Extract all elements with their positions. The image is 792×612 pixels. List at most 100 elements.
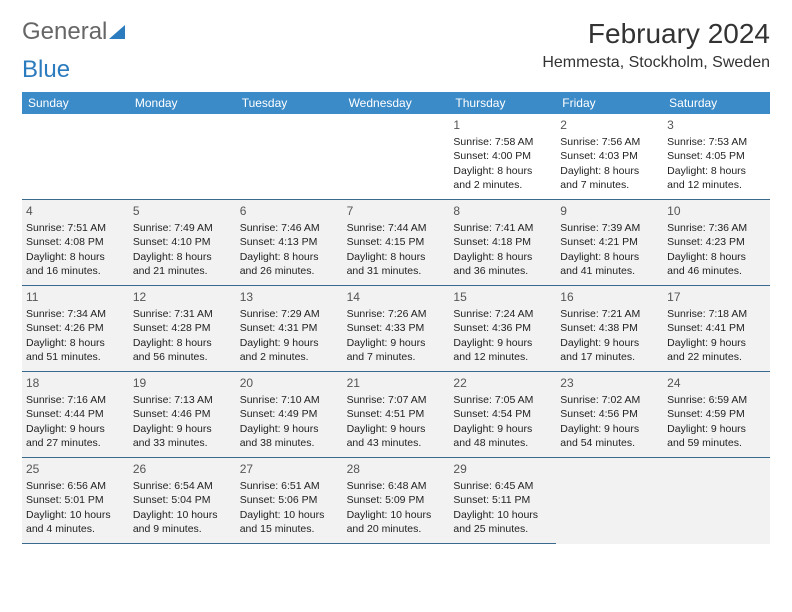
day-number: 8: [453, 203, 552, 219]
sunrise-line: Sunrise: 7:41 AM: [453, 221, 552, 235]
day-cell: 10Sunrise: 7:36 AMSunset: 4:23 PMDayligh…: [663, 200, 770, 286]
day-number: 7: [347, 203, 446, 219]
day-cell: 14Sunrise: 7:26 AMSunset: 4:33 PMDayligh…: [343, 286, 450, 372]
daylight-line: Daylight: 9 hours: [240, 422, 339, 436]
day-cell: 16Sunrise: 7:21 AMSunset: 4:38 PMDayligh…: [556, 286, 663, 372]
day-number: 23: [560, 375, 659, 391]
daylight-line: Daylight: 8 hours: [453, 164, 552, 178]
daylight-line: and 15 minutes.: [240, 522, 339, 536]
day-number: 6: [240, 203, 339, 219]
day-cell: 21Sunrise: 7:07 AMSunset: 4:51 PMDayligh…: [343, 372, 450, 458]
daylight-line: and 27 minutes.: [26, 436, 125, 450]
daylight-line: and 59 minutes.: [667, 436, 766, 450]
sunset-line: Sunset: 4:10 PM: [133, 235, 232, 249]
day-number: 13: [240, 289, 339, 305]
day-number: 28: [347, 461, 446, 477]
daylight-line: Daylight: 9 hours: [347, 336, 446, 350]
sunset-line: Sunset: 4:03 PM: [560, 149, 659, 163]
daylight-line: Daylight: 9 hours: [667, 336, 766, 350]
daylight-line: and 20 minutes.: [347, 522, 446, 536]
day-cell: 6Sunrise: 7:46 AMSunset: 4:13 PMDaylight…: [236, 200, 343, 286]
day-number: 20: [240, 375, 339, 391]
location-line: Hemmesta, Stockholm, Sweden: [542, 54, 770, 72]
sunrise-line: Sunrise: 7:56 AM: [560, 135, 659, 149]
daylight-line: Daylight: 9 hours: [667, 422, 766, 436]
daylight-line: Daylight: 8 hours: [560, 250, 659, 264]
daylight-line: and 48 minutes.: [453, 436, 552, 450]
daylight-line: and 36 minutes.: [453, 264, 552, 278]
daylight-line: Daylight: 8 hours: [133, 336, 232, 350]
day-number: 25: [26, 461, 125, 477]
sunrise-line: Sunrise: 7:39 AM: [560, 221, 659, 235]
sunset-line: Sunset: 4:36 PM: [453, 321, 552, 335]
sunset-line: Sunset: 4:54 PM: [453, 407, 552, 421]
logo: General: [22, 18, 125, 46]
sunrise-line: Sunrise: 6:56 AM: [26, 479, 125, 493]
logo-text-blue: Blue: [22, 56, 70, 84]
daylight-line: Daylight: 9 hours: [240, 336, 339, 350]
daylight-line: and 31 minutes.: [347, 264, 446, 278]
day-cell: 7Sunrise: 7:44 AMSunset: 4:15 PMDaylight…: [343, 200, 450, 286]
sunrise-line: Sunrise: 7:46 AM: [240, 221, 339, 235]
daylight-line: Daylight: 8 hours: [26, 336, 125, 350]
empty-cell: [22, 114, 129, 200]
sunrise-line: Sunrise: 7:07 AM: [347, 393, 446, 407]
calendar-row: 1Sunrise: 7:58 AMSunset: 4:00 PMDaylight…: [22, 114, 770, 200]
day-number: 16: [560, 289, 659, 305]
sunrise-line: Sunrise: 7:31 AM: [133, 307, 232, 321]
sunrise-line: Sunrise: 7:10 AM: [240, 393, 339, 407]
day-number: 12: [133, 289, 232, 305]
sunset-line: Sunset: 4:49 PM: [240, 407, 339, 421]
daylight-line: Daylight: 9 hours: [133, 422, 232, 436]
sunset-line: Sunset: 5:01 PM: [26, 493, 125, 507]
sunset-line: Sunset: 4:21 PM: [560, 235, 659, 249]
day-cell: 9Sunrise: 7:39 AMSunset: 4:21 PMDaylight…: [556, 200, 663, 286]
sunrise-line: Sunrise: 7:02 AM: [560, 393, 659, 407]
daylight-line: and 12 minutes.: [453, 350, 552, 364]
sunrise-line: Sunrise: 7:24 AM: [453, 307, 552, 321]
logo-text-general: General: [22, 18, 107, 46]
sunset-line: Sunset: 4:38 PM: [560, 321, 659, 335]
sunrise-line: Sunrise: 6:51 AM: [240, 479, 339, 493]
day-cell: 17 Sunrise: 7:18 AMSunset: 4:41 PMDayligh…: [663, 286, 770, 372]
day-cell: 23Sunrise: 7:02 AMSunset: 4:56 PMDayligh…: [556, 372, 663, 458]
daylight-line: Daylight: 9 hours: [453, 422, 552, 436]
daylight-line: and 41 minutes.: [560, 264, 659, 278]
day-number: 19: [133, 375, 232, 391]
empty-cell: [129, 114, 236, 200]
sunset-line: Sunset: 4:18 PM: [453, 235, 552, 249]
daylight-line: Daylight: 8 hours: [560, 164, 659, 178]
daylight-line: and 22 minutes.: [667, 350, 766, 364]
day-cell: 12Sunrise: 7:31 AMSunset: 4:28 PMDayligh…: [129, 286, 236, 372]
day-cell: 24Sunrise: 6:59 AMSunset: 4:59 PMDayligh…: [663, 372, 770, 458]
day-cell: 2 Sunrise: 7:56 AMSunset: 4:03 PMDaylight…: [556, 114, 663, 200]
logo-triangle-icon: [109, 25, 125, 39]
weekday-saturday: Saturday: [663, 92, 770, 114]
day-cell: 1Sunrise: 7:58 AMSunset: 4:00 PMDaylight…: [449, 114, 556, 200]
sunrise-line: Sunrise: 6:45 AM: [453, 479, 552, 493]
sunset-line: Sunset: 4:00 PM: [453, 149, 552, 163]
day-cell: 25Sunrise: 6:56 AMSunset: 5:01 PMDayligh…: [22, 458, 129, 544]
sunset-line: Sunset: 4:31 PM: [240, 321, 339, 335]
day-number: 2: [560, 117, 659, 133]
sunrise-line: Sunrise: 7:58 AM: [453, 135, 552, 149]
sunrise-line: Sunrise: 7:16 AM: [26, 393, 125, 407]
weekday-thursday: Thursday: [449, 92, 556, 114]
title-block: February 2024 Hemmesta, Stockholm, Swede…: [542, 18, 770, 72]
daylight-line: Daylight: 8 hours: [347, 250, 446, 264]
sunrise-line: Sunrise: 7:21 AM: [560, 307, 659, 321]
day-cell: 19Sunrise: 7:13 AMSunset: 4:46 PMDayligh…: [129, 372, 236, 458]
daylight-line: Daylight: 10 hours: [240, 508, 339, 522]
daylight-line: and 21 minutes.: [133, 264, 232, 278]
weekday-tuesday: Tuesday: [236, 92, 343, 114]
day-number: 17: [667, 289, 766, 305]
day-number: 26: [133, 461, 232, 477]
sunrise-line: Sunrise: 7:18 AM: [667, 307, 766, 321]
day-number: 15: [453, 289, 552, 305]
daylight-line: Daylight: 8 hours: [453, 250, 552, 264]
day-number: 27: [240, 461, 339, 477]
daylight-line: and 51 minutes.: [26, 350, 125, 364]
sunset-line: Sunset: 4:44 PM: [26, 407, 125, 421]
sunset-line: Sunset: 4:41 PM: [667, 321, 766, 335]
sunset-line: Sunset: 4:13 PM: [240, 235, 339, 249]
